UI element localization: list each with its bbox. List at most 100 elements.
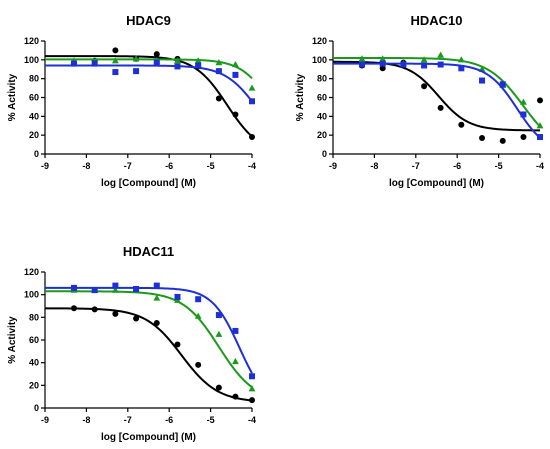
data-point (133, 315, 140, 322)
data-point (232, 60, 239, 68)
data-point (248, 84, 256, 91)
fit-curve (44, 307, 253, 402)
y-tick-label: 100 (24, 55, 39, 65)
data-point (421, 62, 428, 69)
x-axis-label: log [Compound] (M) (101, 432, 196, 443)
data-point (520, 111, 527, 118)
chart-title: HDAC10 (410, 13, 462, 28)
data-point (133, 68, 140, 75)
x-tick-label: -4 (536, 161, 544, 171)
y-tick-label: 20 (317, 130, 327, 140)
y-tick-label: 20 (29, 380, 39, 390)
data-point (112, 310, 119, 317)
y-tick-label: 40 (29, 358, 39, 368)
data-point (195, 62, 202, 69)
data-point (536, 122, 544, 129)
y-tick-label: 40 (317, 111, 327, 121)
y-tick-label: 80 (29, 74, 39, 84)
chart-panel-hdac11: HDAC11 0 20 40 60 80 100 120 -9 -8 -7 -6 -5 -4 log [Co… (7, 244, 256, 443)
series-square (45, 282, 255, 380)
y-tick-label: 100 (24, 290, 39, 300)
data-point (215, 95, 222, 102)
y-tick-label: 80 (29, 312, 39, 322)
data-point (249, 98, 255, 105)
data-point (174, 341, 181, 348)
x-tick-label: -5 (207, 415, 215, 425)
data-point (458, 65, 465, 72)
y-axis-label: % Activity (295, 73, 306, 121)
data-point (232, 111, 239, 118)
data-point (248, 385, 256, 392)
y-tick-label: 60 (29, 335, 39, 345)
data-point (379, 55, 387, 62)
data-point (70, 284, 77, 291)
y-tick-label: 120 (24, 267, 39, 277)
data-point (458, 121, 465, 128)
x-axis-label: log [Compound] (M) (101, 178, 196, 189)
data-point (111, 286, 119, 293)
data-point (358, 55, 366, 62)
data-point (70, 305, 77, 312)
x-tick-label: -6 (165, 415, 173, 425)
data-point (249, 134, 255, 141)
x-tick-label: -9 (41, 161, 49, 171)
x-tick-label: -8 (82, 415, 90, 425)
y-tick-label: 60 (317, 93, 327, 103)
chart-title: HDAC11 (123, 244, 174, 259)
data-point (195, 361, 202, 368)
data-point (379, 65, 386, 72)
data-point (379, 60, 386, 67)
data-point (215, 312, 222, 319)
data-point (400, 61, 407, 68)
data-point (194, 312, 202, 319)
x-tick-label: -7 (412, 161, 420, 171)
data-point (112, 69, 119, 76)
chart-panel-hdac9: HDAC9 0 20 40 60 80 100 120 -9 -8 -7 -6 -5 -4 log [Com… (7, 13, 256, 189)
data-point (153, 51, 160, 58)
x-tick-label: -4 (248, 415, 256, 425)
x-tick-label: -9 (329, 161, 337, 171)
data-point (132, 55, 140, 62)
data-point (153, 294, 161, 301)
data-point (153, 59, 160, 66)
series-square (45, 59, 255, 105)
x-tick-label: -8 (82, 161, 90, 171)
series-circle (44, 305, 255, 404)
data-point (232, 327, 239, 334)
data-point (112, 47, 119, 54)
data-point (232, 393, 239, 400)
data-point (215, 330, 223, 337)
series-triangle (45, 286, 256, 392)
data-point (194, 57, 202, 64)
data-point (520, 98, 527, 105)
chart-title: HDAC9 (126, 13, 171, 28)
fit-curve (45, 286, 253, 374)
fit-curve (333, 62, 541, 139)
data-point (479, 134, 486, 141)
x-axis-label: log [Compound] (M) (389, 178, 484, 189)
y-tick-label: 40 (29, 111, 39, 121)
y-tick-label: 120 (24, 36, 39, 46)
data-point (420, 56, 428, 63)
data-point (499, 81, 506, 88)
x-tick-label: -6 (453, 161, 461, 171)
x-tick-label: -7 (124, 415, 132, 425)
y-axis-label: % Activity (7, 316, 18, 364)
data-point (249, 397, 255, 404)
data-point (232, 357, 239, 365)
x-tick-label: -8 (370, 161, 378, 171)
data-point (174, 63, 181, 70)
y-tick-label: 80 (317, 74, 327, 84)
data-point (215, 59, 223, 66)
y-tick-label: 60 (29, 93, 39, 103)
data-point (174, 293, 181, 300)
data-point (232, 71, 239, 78)
fit-curve (45, 290, 253, 388)
data-point (91, 306, 98, 313)
y-tick-label: 0 (34, 149, 39, 159)
data-point (215, 384, 222, 391)
data-point (358, 61, 365, 68)
data-point (112, 282, 119, 289)
y-tick-label: 0 (322, 149, 327, 159)
